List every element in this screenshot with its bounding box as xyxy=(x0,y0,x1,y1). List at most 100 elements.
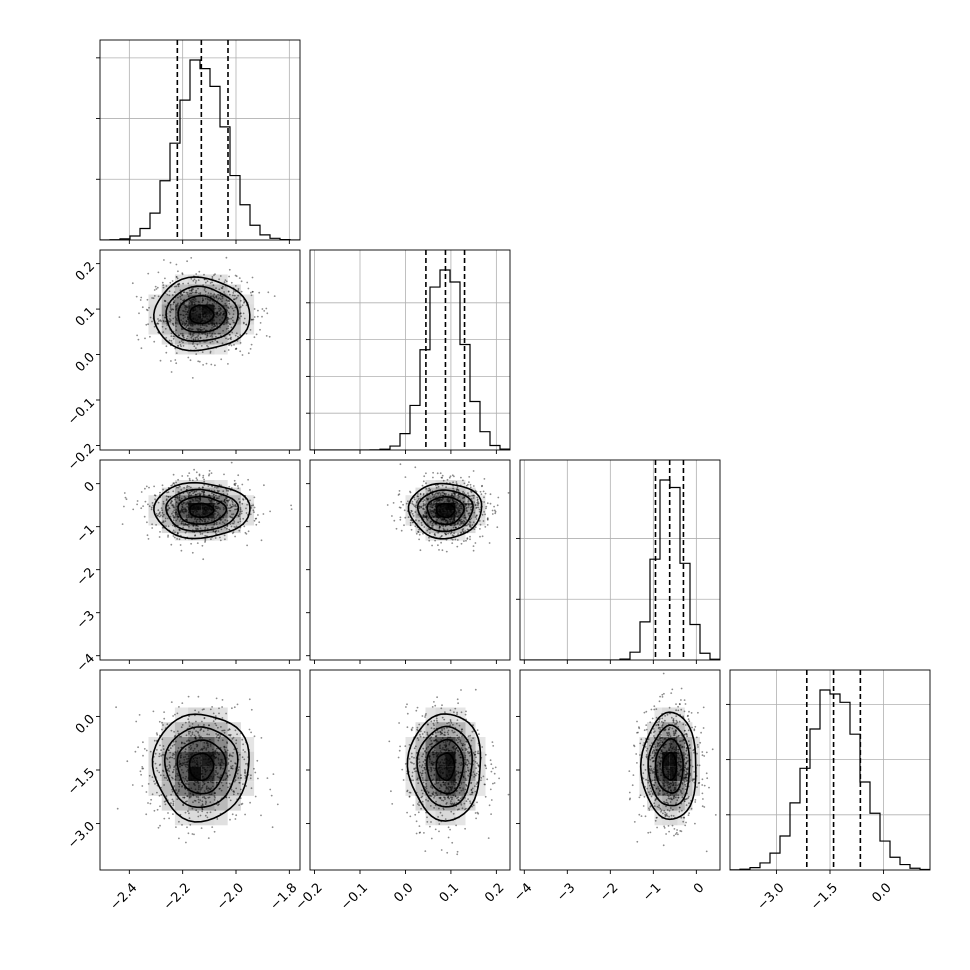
scatter-point xyxy=(392,502,395,504)
scatter-point xyxy=(453,803,455,805)
scatter-point xyxy=(195,493,198,496)
scatter-point xyxy=(205,800,207,803)
scatter-point xyxy=(235,742,238,745)
scatter-point xyxy=(490,799,493,801)
scatter-point xyxy=(419,505,421,508)
scatter-point xyxy=(214,792,216,795)
density-cell xyxy=(214,294,228,305)
scatter-point xyxy=(414,466,417,469)
scatter-point xyxy=(134,750,137,753)
scatter-point xyxy=(456,539,459,541)
scatter-point xyxy=(198,492,201,495)
scatter-point xyxy=(467,750,469,753)
density-cell xyxy=(415,517,426,526)
scatter-point xyxy=(195,795,198,798)
scatter-point xyxy=(170,543,173,546)
density-cell xyxy=(174,304,189,315)
scatter-point xyxy=(230,767,233,769)
scatter-point xyxy=(481,484,483,487)
scatter-point xyxy=(230,326,233,329)
scatter-point xyxy=(171,294,174,296)
scatter-point xyxy=(475,756,477,759)
scatter-point xyxy=(186,324,189,327)
contour-2 xyxy=(177,294,228,333)
density-cell xyxy=(425,502,436,511)
scatter-point xyxy=(391,515,393,517)
scatter-point xyxy=(186,486,188,489)
scatter-point xyxy=(438,491,441,494)
scatter-point xyxy=(447,532,449,535)
scatter-point xyxy=(237,769,240,771)
scatter-point xyxy=(159,511,161,514)
scatter-point xyxy=(196,343,199,346)
scatter-point xyxy=(228,268,231,271)
scatter-point xyxy=(464,530,467,532)
scatter-point xyxy=(201,808,204,811)
scatter-point xyxy=(158,515,161,518)
scatter-point xyxy=(192,492,195,495)
scatter-point xyxy=(438,527,441,529)
scatter-point xyxy=(258,521,261,524)
scatter-point xyxy=(427,800,429,802)
scatter-point xyxy=(251,318,253,321)
scatter-point xyxy=(180,549,183,552)
scatter-point xyxy=(249,801,252,804)
histogram-panel-4 xyxy=(726,669,931,871)
scatter-point xyxy=(180,522,183,524)
scatter-point xyxy=(234,535,237,538)
density-cell xyxy=(161,525,175,534)
scatter-point xyxy=(465,770,467,773)
scatter-point xyxy=(269,510,271,513)
density-cell xyxy=(214,284,228,295)
scatter-point xyxy=(145,791,148,793)
scatter-point xyxy=(244,531,247,534)
scatter-point xyxy=(442,808,445,811)
scatter-point xyxy=(456,698,459,701)
scatter-point xyxy=(231,767,234,770)
scatter-point xyxy=(261,308,264,310)
scatter-point xyxy=(206,816,209,819)
scatter-point xyxy=(187,356,190,359)
scatter-point xyxy=(197,815,200,818)
scatter-point xyxy=(132,508,135,511)
density-cell xyxy=(425,480,436,488)
scatter-point xyxy=(203,278,206,281)
scatter-point xyxy=(232,292,235,294)
scatter-point xyxy=(183,298,186,301)
scatter-point xyxy=(197,796,200,798)
scatter-point xyxy=(217,726,219,729)
scatter-point xyxy=(431,792,434,795)
scatter-point xyxy=(229,734,232,737)
scatter-point xyxy=(161,728,163,731)
scatter-point xyxy=(211,826,214,828)
scatter-point xyxy=(140,491,143,493)
scatter-point xyxy=(164,517,167,520)
scatter-point xyxy=(395,527,398,530)
density-cell xyxy=(455,487,466,496)
scatter-point xyxy=(445,486,447,488)
scatter-point xyxy=(169,311,172,314)
scatter-point xyxy=(483,501,485,503)
scatter-point xyxy=(238,513,241,516)
scatter-point xyxy=(189,486,192,489)
scatter-point xyxy=(469,483,472,486)
scatter-point xyxy=(151,297,154,299)
scatter-point xyxy=(159,763,162,766)
scatter-point xyxy=(165,336,168,339)
scatter-point xyxy=(230,461,233,464)
scatter-point xyxy=(225,280,228,283)
density-cell xyxy=(188,533,202,541)
scatter-point xyxy=(452,487,454,490)
scatter-point xyxy=(223,534,226,537)
scatter-point xyxy=(477,764,480,767)
scatter-point xyxy=(154,494,157,497)
scatter-point xyxy=(265,335,268,337)
scatter-point xyxy=(481,513,484,516)
scatter-point xyxy=(438,549,440,551)
scatter-point xyxy=(436,696,438,699)
scatter-point xyxy=(452,812,455,815)
scatter-point xyxy=(203,490,205,493)
scatter-point xyxy=(203,491,205,494)
scatter-point xyxy=(166,508,169,511)
scatter-point xyxy=(429,497,432,500)
